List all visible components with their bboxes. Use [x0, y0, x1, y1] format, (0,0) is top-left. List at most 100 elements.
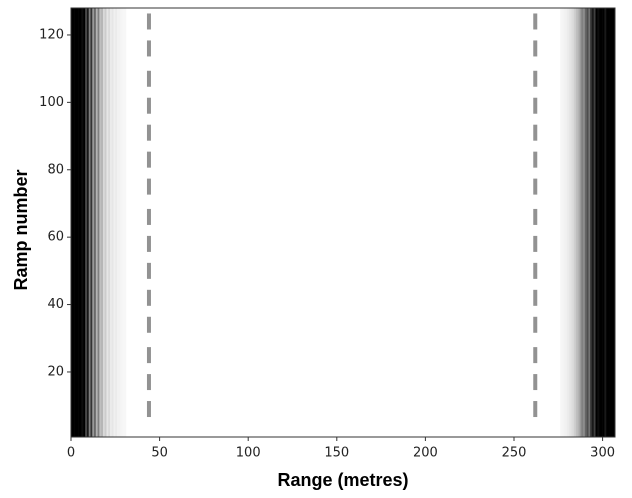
stripe-dash — [146, 70, 151, 87]
heat-column — [120, 8, 123, 437]
heat-column — [567, 8, 570, 437]
stripe-dash — [533, 316, 538, 333]
x-tick-label: 50 — [151, 446, 168, 461]
heat-column — [600, 8, 603, 437]
heat-column — [85, 8, 88, 437]
heat-column — [590, 8, 593, 437]
heat-column — [95, 8, 98, 437]
heat-column — [101, 8, 104, 437]
stripe-dash — [533, 13, 538, 30]
heat-column — [583, 8, 586, 437]
stripe-dash — [533, 40, 538, 57]
stripe-dash — [146, 40, 151, 57]
heat-column — [118, 8, 121, 437]
stripe-dash — [533, 262, 538, 279]
stripe-dash — [146, 289, 151, 306]
heat-column — [94, 8, 97, 437]
heat-column — [581, 8, 584, 437]
x-tick-label: 250 — [502, 446, 527, 461]
heat-column — [115, 8, 118, 437]
heat-column — [565, 8, 568, 437]
heat-column — [572, 8, 575, 437]
heat-column — [124, 8, 127, 437]
x-tick-label: 200 — [413, 446, 438, 461]
heat-column — [86, 8, 90, 437]
heat-column — [586, 8, 589, 437]
heat-column — [595, 8, 598, 437]
stripe-dash — [533, 70, 538, 87]
heat-column — [79, 8, 82, 437]
heat-column — [561, 8, 564, 437]
heat-column — [593, 8, 596, 437]
heat-column — [90, 8, 93, 437]
stripe-dash — [146, 97, 151, 114]
stripe-dash — [146, 347, 151, 364]
y-tick-label: 100 — [39, 95, 64, 110]
heat-column — [106, 8, 109, 437]
heat-column — [88, 8, 91, 437]
heat-column — [579, 8, 582, 437]
heat-column — [563, 8, 566, 437]
y-tick-label: 120 — [39, 27, 64, 42]
stripe-dash — [146, 374, 151, 391]
heat-column — [574, 8, 577, 437]
stripe-dash — [146, 151, 151, 168]
x-tick-label: 100 — [236, 446, 261, 461]
heat-column — [109, 8, 113, 437]
heat-column — [104, 8, 107, 437]
stripe-dash — [146, 178, 151, 195]
stripe-dash — [146, 124, 151, 141]
stripe-dash — [533, 347, 538, 364]
heat-column — [74, 8, 77, 437]
x-tick-label: 0 — [67, 446, 75, 461]
heat-column — [570, 8, 573, 437]
stripe-dash — [146, 262, 151, 279]
heat-column — [97, 8, 100, 437]
heat-column — [577, 8, 580, 437]
stripe-dash — [533, 289, 538, 306]
heat-column — [613, 8, 616, 437]
heat-column — [568, 8, 572, 437]
heat-column — [102, 8, 105, 437]
heat-column — [78, 8, 81, 437]
y-tick-label: 40 — [47, 297, 64, 312]
heat-column — [588, 8, 591, 437]
x-tick-label: 150 — [324, 446, 349, 461]
y-axis-label: Ramp number — [11, 169, 31, 290]
stripe-dash — [533, 208, 538, 225]
stripe-dash — [146, 401, 151, 418]
heat-column — [111, 8, 114, 437]
heat-column — [584, 8, 587, 437]
stripe-dash — [146, 316, 151, 333]
stripe-dash — [146, 208, 151, 225]
heat-column — [607, 8, 610, 437]
heat-column — [92, 8, 95, 437]
heat-column — [71, 8, 74, 437]
heat-column — [99, 8, 102, 437]
plot-frame — [70, 7, 616, 438]
heat-column — [606, 8, 609, 437]
y-tick-label: 60 — [47, 230, 64, 245]
heat-column — [609, 8, 612, 437]
heat-column — [76, 8, 79, 437]
stripe-dash — [533, 374, 538, 391]
heat-column — [83, 8, 86, 437]
heat-column — [117, 8, 120, 437]
heat-column — [122, 8, 125, 437]
heat-column — [81, 8, 84, 437]
heat-column — [599, 8, 602, 437]
stripe-dash — [533, 235, 538, 252]
heat-column — [604, 8, 607, 437]
heat-column — [576, 8, 579, 437]
y-tick-label: 20 — [47, 364, 64, 379]
stripe-dash — [533, 401, 538, 418]
stripe-dash — [533, 151, 538, 168]
y-tick-label: 80 — [47, 162, 64, 177]
heat-column — [602, 8, 605, 437]
x-tick-label: 300 — [590, 446, 615, 461]
heat-column — [591, 8, 595, 437]
stripe-dash — [533, 124, 538, 141]
stripe-dash — [533, 97, 538, 114]
heat-column — [108, 8, 111, 437]
